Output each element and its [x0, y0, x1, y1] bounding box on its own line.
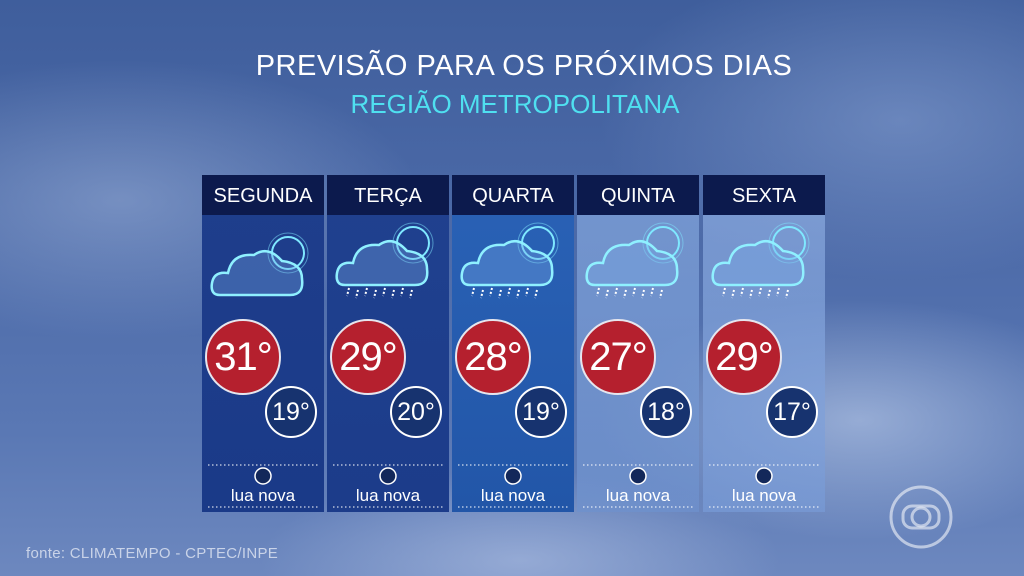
- day-name: TERÇA: [327, 175, 449, 215]
- card-graphics: [580, 222, 693, 508]
- day-name: QUINTA: [577, 175, 699, 215]
- source: fonte: CLIMATEMPO - CPTEC/INPE: [26, 545, 279, 562]
- card-graphics: [330, 222, 443, 508]
- min-temp: 19°: [522, 398, 560, 426]
- title: PREVISÃO PARA OS PRÓXIMOS DIAS: [255, 50, 793, 82]
- card-graphics: [706, 222, 819, 508]
- day-card: QUARTA 28° 19° lua nova: [452, 175, 574, 512]
- subtitle: REGIÃO METROPOLITANA: [350, 89, 680, 119]
- day-name: QUARTA: [452, 175, 574, 215]
- day-name: SEXTA: [703, 175, 825, 215]
- max-temp: 27°: [589, 335, 648, 379]
- min-temp: 18°: [647, 398, 685, 426]
- day-card: SEXTA 29° 17° lua nova: [703, 175, 825, 512]
- min-temp: 20°: [397, 398, 435, 426]
- moon-phase: lua nova: [605, 486, 671, 505]
- moon-phase: lua nova: [731, 486, 797, 505]
- day-card: QUINTA 27° 18° lua nova: [577, 175, 699, 512]
- max-temp: 28°: [464, 335, 523, 379]
- card-graphics: [455, 222, 568, 508]
- max-temp: 29°: [339, 335, 398, 379]
- moon-phase: lua nova: [230, 486, 296, 505]
- day-name: SEGUNDA: [202, 175, 324, 215]
- moon-phase: lua nova: [480, 486, 546, 505]
- max-temp: 31°: [214, 335, 273, 379]
- tv-logo: [889, 485, 953, 549]
- max-temp: 29°: [715, 335, 774, 379]
- moon-phase: lua nova: [355, 486, 421, 505]
- min-temp: 19°: [272, 398, 310, 426]
- day-card: TERÇA 29° 20° lua nova: [327, 175, 449, 512]
- day-card: SEGUNDA 31° 19° lua nova: [202, 175, 324, 512]
- min-temp: 17°: [773, 398, 811, 426]
- card-graphics: [205, 232, 318, 508]
